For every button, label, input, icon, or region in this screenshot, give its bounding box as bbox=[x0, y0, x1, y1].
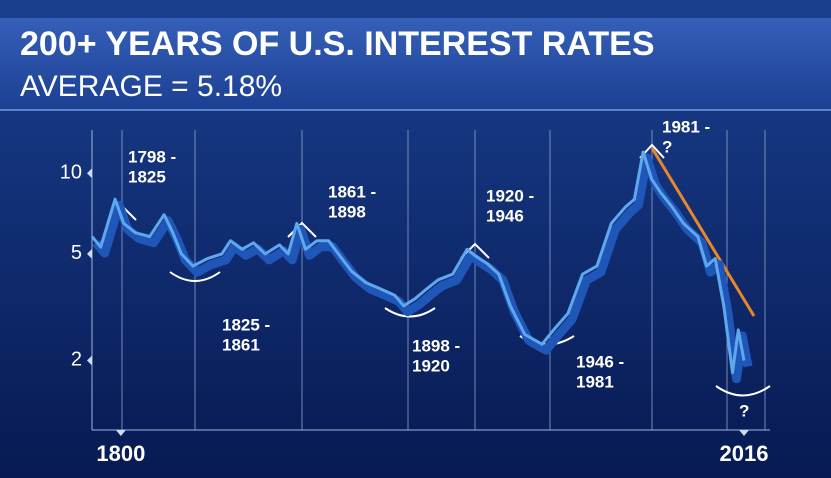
period-label: 1861 bbox=[222, 335, 260, 354]
period-label: 1825 bbox=[128, 167, 166, 186]
trend-line bbox=[650, 147, 756, 317]
period-label: 1920 - bbox=[486, 186, 534, 205]
line bbox=[90, 150, 746, 375]
y-tick-label: 2 bbox=[71, 349, 82, 371]
period-label: 1981 bbox=[576, 372, 614, 391]
header-band bbox=[0, 18, 831, 110]
period-label: 1920 bbox=[412, 356, 450, 375]
period-label: 1946 - bbox=[576, 352, 624, 371]
period-label: ? bbox=[662, 137, 672, 156]
period-label: 1825 - bbox=[222, 315, 270, 334]
x-tick bbox=[739, 430, 750, 436]
y-tick-label: 5 bbox=[71, 242, 82, 264]
chart-subtitle: AVERAGE = 5.18% bbox=[20, 70, 282, 103]
y-tick bbox=[87, 248, 92, 259]
period-label: 1898 bbox=[328, 202, 366, 221]
period-label: ? bbox=[739, 401, 749, 420]
x-tick bbox=[115, 430, 126, 436]
chart-title: 200+ YEARS OF U.S. INTEREST RATES bbox=[20, 25, 655, 63]
y-tick bbox=[87, 355, 92, 366]
x-tick-label: 2016 bbox=[720, 441, 769, 466]
y-tick bbox=[87, 168, 92, 179]
period-label: 1946 bbox=[486, 206, 524, 225]
period-label: 1861 - bbox=[328, 182, 376, 201]
y-tick-label: 10 bbox=[60, 162, 82, 184]
x-tick-label: 1800 bbox=[96, 441, 145, 466]
period-label: 1981 - bbox=[662, 117, 710, 136]
period-label: 1898 - bbox=[412, 336, 460, 355]
period-label: 1798 - bbox=[128, 147, 176, 166]
